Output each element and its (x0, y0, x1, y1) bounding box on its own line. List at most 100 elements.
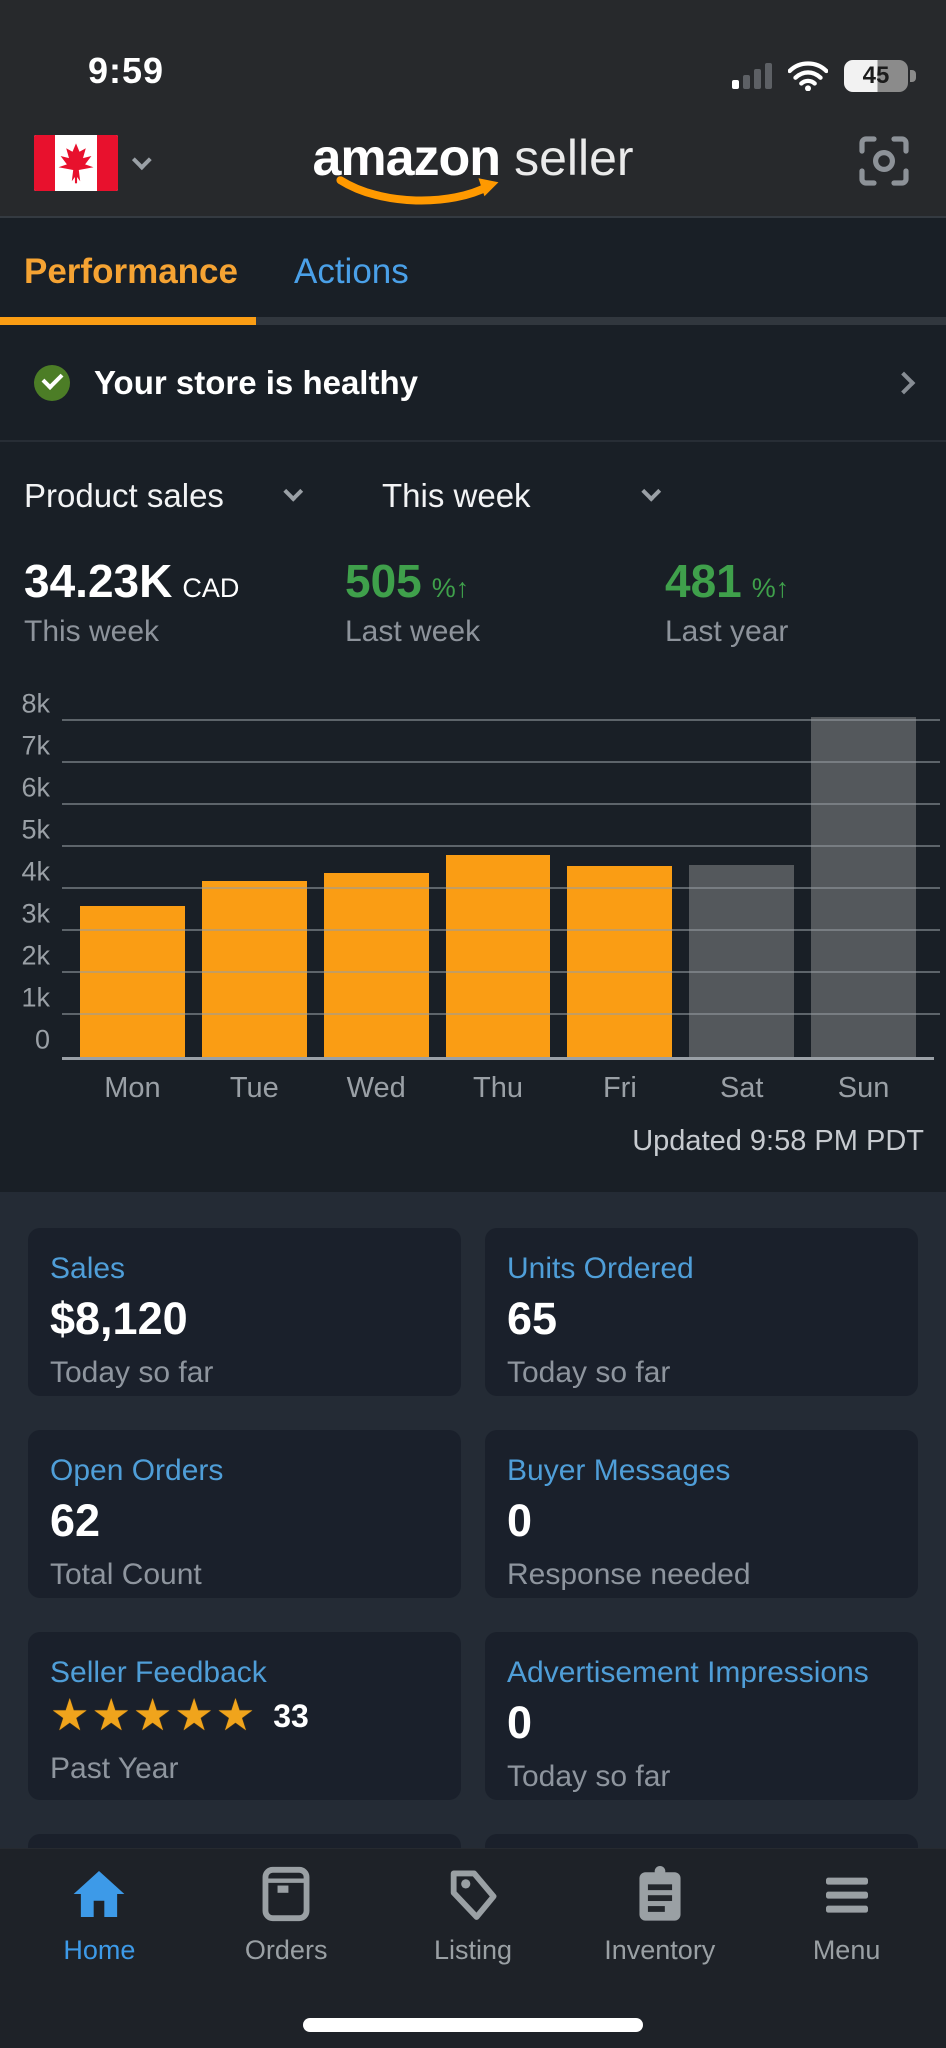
wifi-icon (788, 61, 828, 91)
x-axis-label-tue: Tue (229, 1071, 279, 1104)
nav-label: Home (63, 1935, 136, 1965)
status-icons: 45 (732, 60, 916, 92)
x-axis-label-sun: Sun (837, 1071, 890, 1104)
bar-wed[interactable] (323, 872, 429, 1057)
card-subtitle: Today so far (507, 1759, 671, 1793)
x-axis-label-wed: Wed (346, 1071, 406, 1104)
card-value: 0 (507, 1697, 533, 1748)
tab-performance[interactable]: Performance (24, 251, 238, 291)
metric-value: 481 (665, 555, 742, 607)
x-axis-label-sat: Sat (719, 1071, 764, 1104)
y-axis-tick-label: 8k (21, 688, 50, 719)
metric-change-up: %↑ (751, 573, 790, 603)
feedback-count: 33 (273, 1697, 309, 1734)
top-bar: 9:59 45 (0, 0, 946, 218)
card-value: 0 (507, 1495, 533, 1546)
metric-dropdown[interactable]: Product sales (24, 477, 304, 515)
chevron-right-icon (892, 371, 916, 394)
card-subtitle: Today so far (50, 1355, 214, 1389)
card-value: 62 (50, 1495, 101, 1546)
bar-fri[interactable] (567, 865, 673, 1057)
nav-label: Menu (812, 1935, 881, 1965)
card-value: 65 (507, 1293, 558, 1344)
chart-plot-area: 0 1k 2k 3k 4k 5k 6k 7k 8k (21, 688, 940, 1060)
metric-value: 505 (345, 555, 422, 607)
tab-actions[interactable]: Actions (293, 251, 409, 291)
nav-label: Inventory (604, 1935, 716, 1965)
card-title: Advertisement Impressions (507, 1656, 869, 1689)
chart-filters: Product sales This week (0, 466, 946, 526)
card-advertisement-impressions[interactable]: Advertisement Impressions 0 Today so far (485, 1632, 918, 1800)
metric-value: 34.23K (24, 555, 173, 607)
nav-listing[interactable]: Listing (380, 1863, 567, 2048)
summary-metrics: 34.23K CAD This week 505 %↑ Last week 48… (0, 556, 946, 649)
sales-panel: Product sales This week 34.23K CAD This … (0, 466, 946, 1192)
healthy-check-icon (34, 364, 70, 401)
app-header: amazon seller (0, 110, 946, 216)
bottom-navigation: Home Orders Listing (0, 1848, 946, 2048)
card-subtitle: Today so far (507, 1355, 671, 1389)
card-sales[interactable]: Sales $8,120 Today so far (28, 1228, 461, 1396)
home-indicator[interactable] (303, 2018, 643, 2032)
scan-icon[interactable] (856, 133, 912, 194)
card-buyer-messages[interactable]: Buyer Messages 0 Response needed (485, 1430, 918, 1598)
card-seller-feedback[interactable]: Seller Feedback ★★★★★ 33 Past Year (28, 1632, 461, 1800)
bar-thu[interactable] (445, 854, 551, 1057)
star-icons: ★★★★★ (50, 1691, 258, 1740)
chevron-down-icon (283, 481, 304, 502)
date-range-dropdown[interactable]: This week (382, 477, 662, 515)
metric-unit: CAD (182, 573, 240, 603)
listing-tag-icon (442, 1863, 504, 1925)
nav-home[interactable]: Home (6, 1863, 193, 2048)
status-time: 9:59 (88, 50, 165, 91)
canada-flag-icon (34, 135, 118, 191)
gridline-8k (62, 718, 940, 721)
nav-inventory[interactable]: Inventory (566, 1863, 753, 2048)
metric-label: Last week (345, 614, 481, 648)
bar-mon[interactable] (80, 905, 185, 1057)
card-title: Buyer Messages (507, 1454, 731, 1487)
bar-sat[interactable] (689, 864, 795, 1057)
metric-label: Last year (665, 614, 789, 648)
active-tab-underline (0, 317, 256, 325)
bar-tue[interactable] (201, 880, 307, 1057)
metric-change-up: %↑ (431, 573, 470, 603)
y-axis-tick-label: 1k (21, 982, 50, 1013)
metric-dropdown-value: Product sales (24, 477, 224, 514)
nav-orders[interactable]: Orders (193, 1863, 380, 2048)
y-axis-tick-label: 6k (21, 772, 50, 803)
amazon-seller-logo: amazon seller (312, 128, 634, 205)
store-health-row[interactable]: Your store is healthy (0, 325, 946, 442)
chevron-down-icon (641, 481, 662, 502)
menu-hamburger-icon (816, 1863, 878, 1925)
card-title: Open Orders (50, 1454, 224, 1487)
top-tabs: Performance Actions (0, 218, 946, 325)
cellular-signal-icon (732, 63, 772, 89)
date-range-dropdown-value: This week (382, 477, 531, 514)
star-rating: ★★★★★ 33 (50, 1691, 439, 1740)
orders-box-icon (255, 1863, 317, 1925)
bar-sun[interactable] (811, 716, 917, 1057)
nav-label: Orders (244, 1935, 328, 1965)
card-subtitle: Response needed (507, 1557, 751, 1591)
metric-label: This week (24, 614, 160, 648)
marketplace-selector[interactable] (34, 135, 152, 191)
nav-menu[interactable]: Menu (753, 1863, 940, 2048)
card-open-orders[interactable]: Open Orders 62 Total Count (28, 1430, 461, 1598)
card-units-ordered[interactable]: Units Ordered 65 Today so far (485, 1228, 918, 1396)
chart-x-axis-labels: Mon Tue Wed Thu Fri Sat Sun (62, 1072, 934, 1105)
store-health-message: Your store is healthy (94, 363, 418, 401)
home-icon (68, 1863, 130, 1925)
weekly-sales-bar-chart: 0 1k 2k 3k 4k 5k 6k 7k 8k Mon Tue Wed Thu Fri Sat Sun (0, 688, 946, 1105)
status-bar: 9:59 45 (0, 0, 946, 110)
x-axis-label-fri: Fri (602, 1071, 637, 1104)
card-title: Seller Feedback (50, 1656, 267, 1689)
card-title: Units Ordered (507, 1252, 694, 1285)
y-axis-tick-label: 3k (21, 898, 50, 929)
logo-amazon-text: amazon (312, 128, 501, 205)
nav-label: Listing (433, 1935, 513, 1965)
card-subtitle: Past Year (50, 1752, 179, 1786)
amazon-smile-icon (336, 176, 499, 205)
battery-indicator: 45 (844, 60, 916, 92)
